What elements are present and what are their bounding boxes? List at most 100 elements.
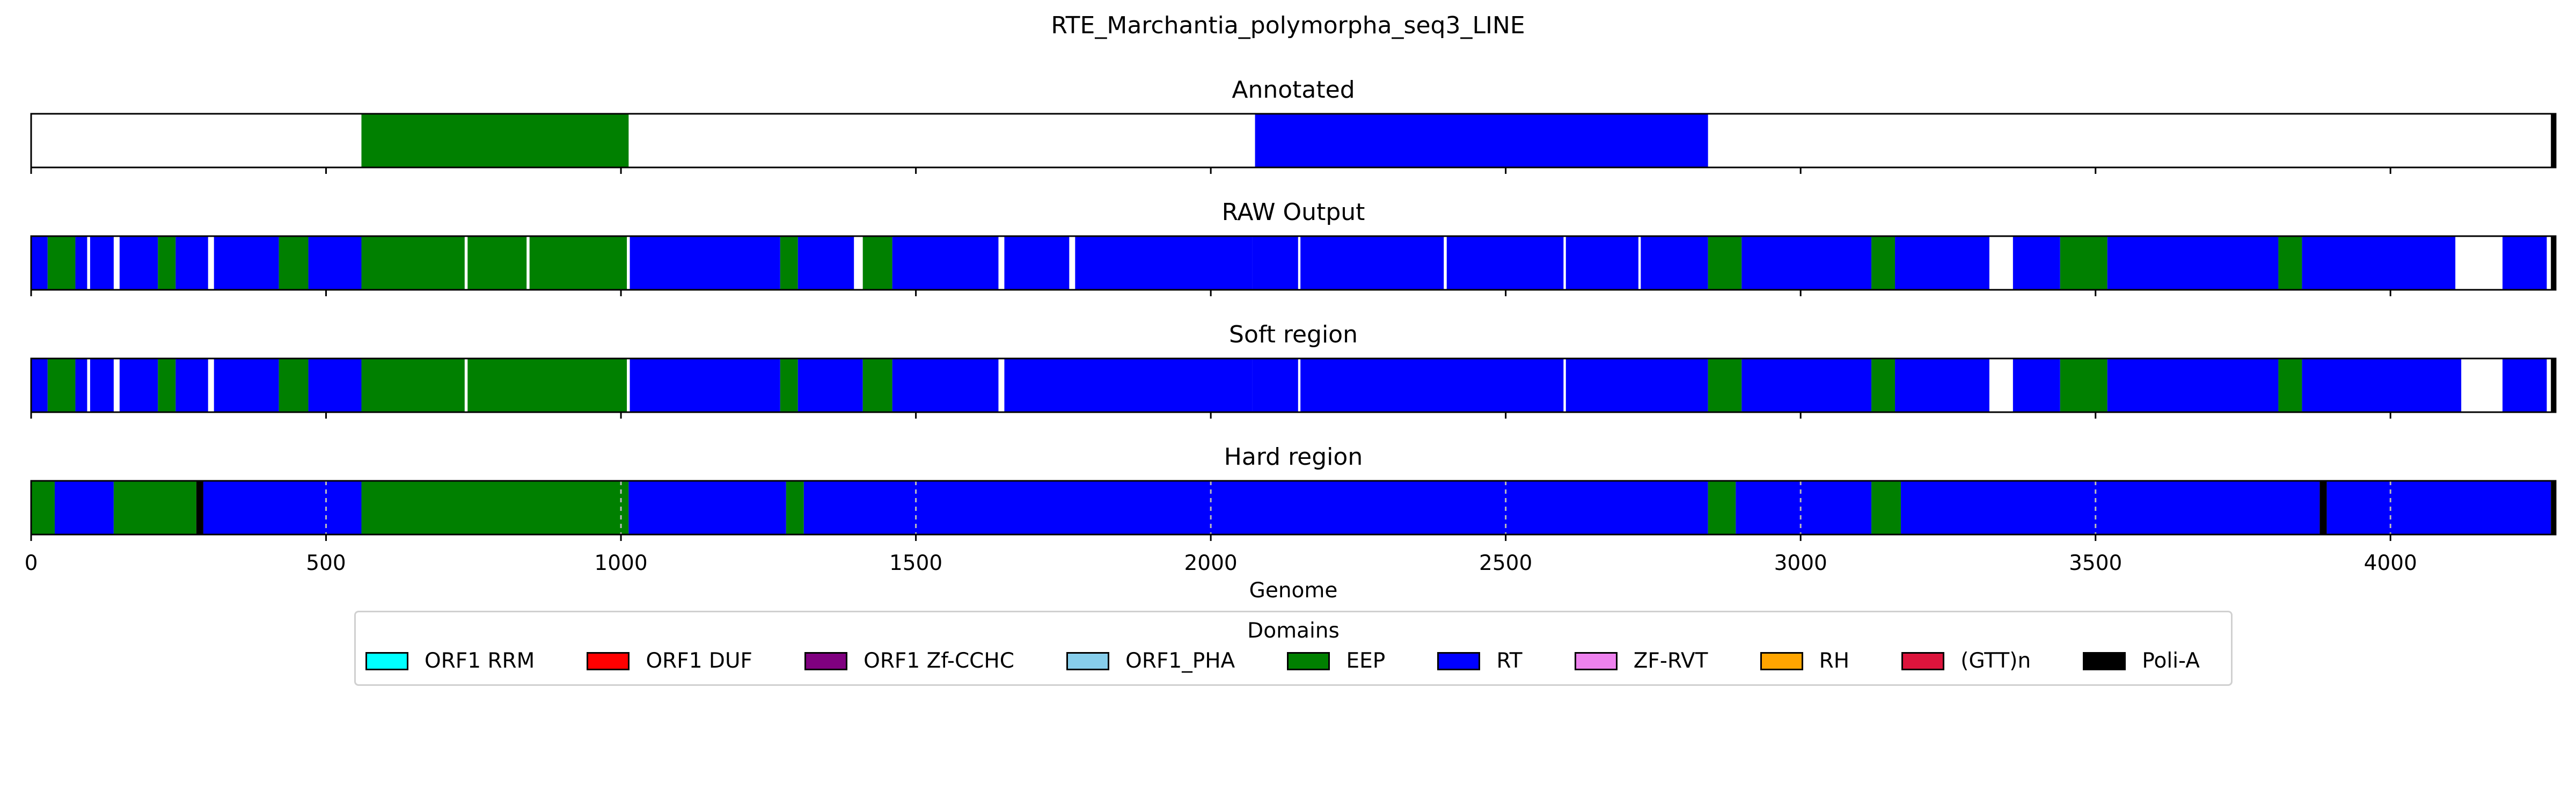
legend-item: EEP [1287,649,1407,673]
segment-poli-a [2551,481,2556,535]
x-tick-label: 1500 [889,551,942,575]
segment-rt [75,358,87,412]
legend-item: Poli-A [2083,649,2221,673]
segment-eep [361,236,465,290]
segment-rt [1895,236,1989,290]
segment-rt [630,236,780,290]
segment-poli-a [196,481,203,535]
legend-item: ORF1 RRM [365,649,556,673]
segment-eep [2060,358,2107,412]
legend-item: ORF1_PHA [1066,649,1256,673]
segment-rt [54,481,114,535]
segment-poli-a [2551,114,2556,167]
segment-rt [1741,236,1872,290]
segment-rt [214,236,279,290]
track-panels: Annotated RAW Output Soft region Hard regio… [30,76,2557,541]
segment-eep [467,358,627,412]
legend-swatch [1574,652,1618,670]
x-axis: 0 500 1000 1500 2000 2500 3000 3500 4000 [25,551,2417,575]
panel-frame [30,113,2557,169]
segment-eep [361,358,465,412]
x-tick-label: 2000 [1184,551,1237,575]
segment-rt [1446,236,1564,290]
x-tick-label: 1000 [594,551,647,575]
segment-rt [628,481,786,535]
legend-label: ORF1 RRM [425,649,535,673]
segment-eep [113,481,196,535]
segment-eep [1871,236,1896,290]
legend-swatch [1760,652,1803,670]
segment-rt [1004,236,1070,290]
x-tick-label: 4000 [2364,551,2417,575]
segment-eep [158,236,176,290]
segment-rt [75,236,87,290]
segment-rt [2107,236,2279,290]
segment-poli-a [2551,358,2556,412]
legend-item: ZF-RVT [1574,649,1730,673]
segment-eep [2060,236,2107,290]
segment-rt [2326,481,2551,535]
segment-rt [119,358,158,412]
x-axis-label: Genome [1249,579,1338,603]
segment-rt [2107,358,2279,412]
legend-label: ORF1 DUF [646,649,752,673]
segment-rt [90,236,114,290]
segment-rt [1255,114,1708,167]
legend-swatch [1066,652,1110,670]
segment-eep [786,481,804,535]
segment-eep [279,236,309,290]
segment-eep [1708,236,1742,290]
panel-frame [30,235,2557,291]
segment-poli-a [2319,481,2327,535]
panel-soft-region: Soft region [30,321,2557,419]
segment-rt [1075,236,1253,290]
segment-rt [1736,481,1872,535]
segment-eep [361,481,629,535]
legend-swatch [804,652,848,670]
x-tick-label: 3000 [1774,551,1827,575]
segment-rt [2502,236,2547,290]
legend-label: ZF-RVT [1633,649,1708,673]
segment-rt [2012,236,2060,290]
segment-rt [175,236,208,290]
chart-title: RTE_Marchantia_polymorpha_seq3_LINE [1051,12,1525,39]
segment-eep [361,114,629,167]
panel-raw-output: RAW Output [30,199,2557,296]
segment-rt [214,358,279,412]
legend-swatch [2083,652,2126,670]
legend-label: ORF1_PHA [1125,649,1235,673]
segment-rt [1901,481,2320,535]
x-tick-label: 0 [25,551,38,575]
legend-label: (GTT)n [1960,649,2031,673]
segment-rt [797,358,863,412]
panel-title: Annotated [1232,76,1355,104]
segment-eep [862,236,892,290]
segment-rt [308,358,362,412]
segment-rt [2302,236,2456,290]
segment-rt [1252,236,1298,290]
segment-rt [2012,358,2060,412]
segment-rt [797,236,854,290]
segment-rt [31,358,48,412]
segment-eep [2278,358,2302,412]
panel-frame [30,480,2557,536]
legend-label: EEP [1346,649,1386,673]
segment-eep [158,358,176,412]
segment-eep [529,236,627,290]
segment-poli-a [2551,236,2556,290]
segment-rt [630,358,780,412]
segment-rt [31,236,48,290]
segment-rt [308,236,362,290]
segment-rt [175,358,208,412]
legend-item: (GTT)n [1901,649,2052,673]
panel-annotated: Annotated [30,76,2557,174]
legend: Domains ORF1 RRM ORF1 DUF ORF1 Zf-CCHC ORF1… [354,611,2233,686]
segment-rt [1641,236,1708,290]
segment-eep [279,358,309,412]
segment-rt [90,358,114,412]
segment-rt [1565,236,1638,290]
segment-rt [892,358,999,412]
segment-eep [780,236,798,290]
segment-eep [780,358,798,412]
